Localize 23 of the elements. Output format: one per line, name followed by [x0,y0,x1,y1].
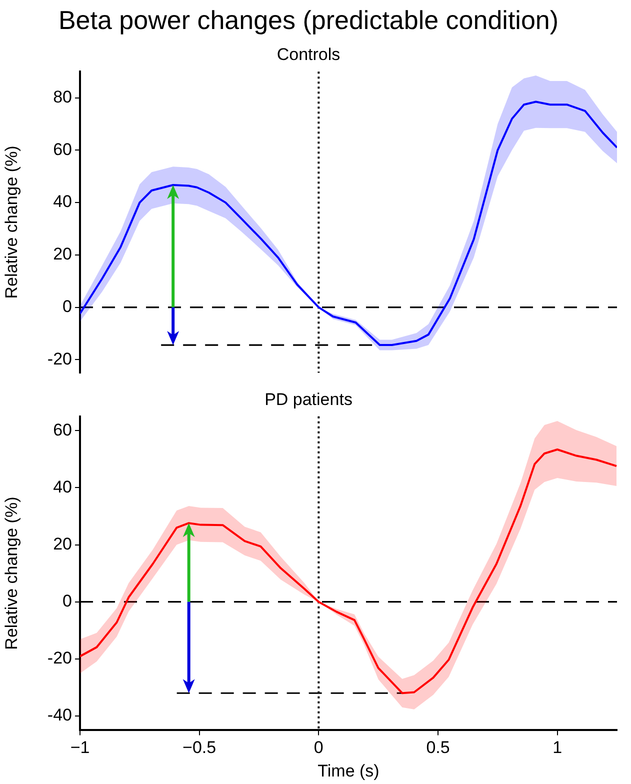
y-tick-label: 40 [53,477,72,496]
chart-title: Beta power changes (predictable condition) [58,4,559,35]
x-tick-label: −1 [70,738,90,758]
y-tick-label: -40 [47,706,72,725]
x-tick-label: −0.5 [182,738,216,758]
y-tick-label: 60 [53,420,72,440]
x-tick-label: 0.5 [426,738,450,758]
y-tick-label: 20 [53,244,72,264]
y-tick-label: 0 [62,297,72,316]
y-axis-title: Relative change (%) [2,146,21,299]
y-tick-label: 20 [53,534,72,554]
y-tick-label: 60 [53,140,72,159]
x-axis-title: Time (s) [318,761,380,780]
y-tick-label: 80 [53,87,72,106]
y-tick-label: -20 [47,349,72,368]
y-tick-label: 40 [53,192,72,212]
y-tick-label: 0 [62,592,72,611]
chart-subtitle: PD patients [264,390,352,409]
y-tick-label: -20 [47,648,72,668]
chart-subtitle: Controls [276,45,340,64]
y-axis-title: Relative change (%) [2,496,21,650]
x-tick-label: 1 [552,738,562,758]
x-tick-label: 0 [314,738,324,758]
